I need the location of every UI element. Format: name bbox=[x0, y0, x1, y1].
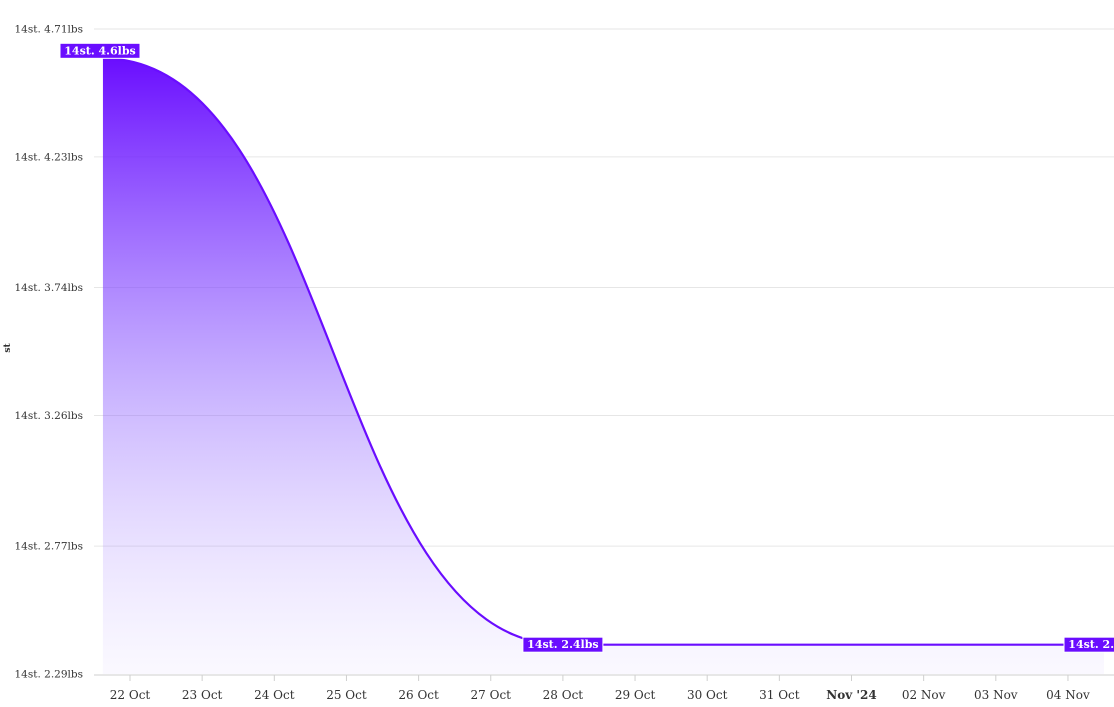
y-tick-label: 14st. 2.29lbs bbox=[15, 669, 84, 681]
data-label: 14st. 2.4lbs bbox=[1063, 636, 1114, 653]
data-label-text: 14st. 2.4lbs bbox=[1068, 638, 1114, 651]
x-tick-label: 03 Nov bbox=[974, 688, 1018, 702]
data-label: 14st. 4.6lbs bbox=[59, 42, 141, 59]
x-tick-label: 24 Oct bbox=[254, 688, 295, 702]
data-label-box bbox=[59, 42, 141, 59]
series bbox=[102, 57, 1105, 675]
data-label-text: 14st. 2.4lbs bbox=[527, 638, 598, 651]
x-tick-label: 22 Oct bbox=[110, 688, 151, 702]
x-tick-label: 31 Oct bbox=[759, 688, 800, 702]
x-tick-label: 30 Oct bbox=[687, 688, 728, 702]
data-label-box bbox=[522, 636, 604, 653]
x-tick-label: 25 Oct bbox=[326, 688, 367, 702]
x-tick-label: 23 Oct bbox=[182, 688, 223, 702]
y-tick-label: 14st. 3.74lbs bbox=[15, 282, 84, 294]
data-label-text: 14st. 4.6lbs bbox=[64, 44, 135, 57]
x-tick-label: 04 Nov bbox=[1046, 688, 1090, 702]
y-axis-title: st bbox=[3, 343, 13, 353]
x-tick-label: 28 Oct bbox=[543, 688, 584, 702]
series-line bbox=[102, 57, 1105, 646]
data-labels: 14st. 4.6lbs 14st. 2.4lbs 14st. 2.4lbs bbox=[59, 42, 1114, 653]
y-tick-label: 14st. 4.71lbs bbox=[15, 24, 84, 36]
x-tick-label: Nov '24 bbox=[826, 688, 877, 702]
x-tick-label: 02 Nov bbox=[902, 688, 946, 702]
x-axis: 22 Oct 23 Oct 24 Oct 25 Oct 26 Oct 27 Oct 28 O… bbox=[94, 674, 1114, 702]
x-tick-label: 29 Oct bbox=[615, 688, 656, 702]
data-label: 14st. 2.4lbs bbox=[522, 636, 604, 653]
x-tick-label: 27 Oct bbox=[471, 688, 512, 702]
y-tick-label: 14st. 4.23lbs bbox=[15, 151, 84, 163]
x-tick-label: 26 Oct bbox=[398, 688, 439, 702]
y-tick-label: 14st. 2.77lbs bbox=[15, 541, 84, 553]
y-axis: 14st. 4.71lbs 14st. 4.23lbs 14st. 3.74lbs 1… bbox=[15, 24, 84, 681]
y-tick-label: 14st. 3.26lbs bbox=[15, 410, 84, 422]
series-area bbox=[102, 58, 1105, 675]
data-label-box bbox=[1063, 636, 1114, 653]
